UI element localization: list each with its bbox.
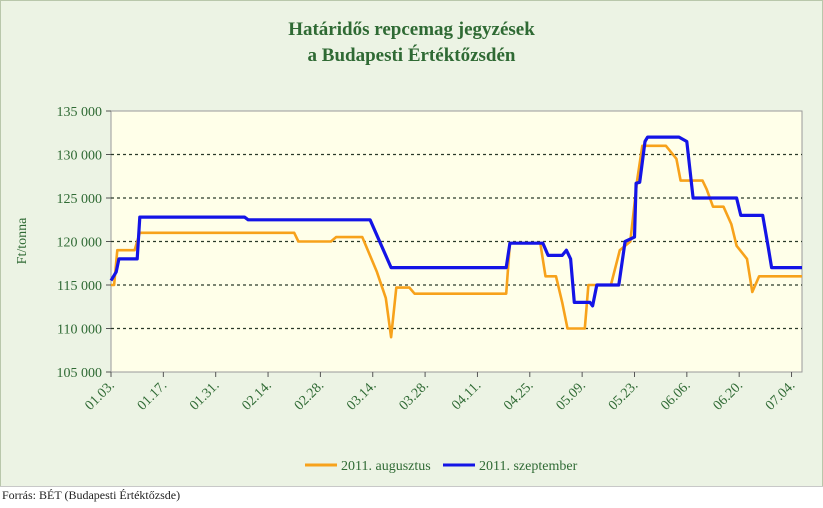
series-line-2 — [109, 135, 802, 308]
x-tick-label: 03.14. — [344, 378, 379, 413]
y-tick-label: 125 000 — [57, 192, 103, 207]
x-tick-label: 05.09. — [554, 378, 589, 413]
x-tick-label: 03.28. — [397, 378, 432, 413]
x-tick-label: 06.06. — [658, 378, 693, 413]
x-tick-label: 02.28. — [292, 378, 327, 413]
source-note: Forrás: BÉT (Budapesti Értéktőzsde) — [2, 488, 181, 502]
x-tick-label: 01.17. — [135, 378, 170, 413]
y-tick-label: 105 000 — [57, 366, 103, 381]
y-tick-label: 115 000 — [57, 279, 102, 294]
y-tick-label: 120 000 — [57, 236, 103, 251]
y-axis-label: Ft/tonna — [15, 217, 30, 264]
grid-lines — [111, 153, 802, 330]
legend-label: 2011. augusztus — [341, 459, 431, 474]
x-tick-label: 01.31. — [187, 378, 222, 413]
y-axis-ticks: 105 000 110 000 115 000 120 000 125 000 130 0… — [57, 105, 111, 381]
y-tick-label: 130 000 — [57, 149, 103, 164]
legend: 2011. augusztus 2011. szeptember — [305, 459, 578, 474]
x-tick-label: 06.20. — [711, 378, 746, 413]
x-tick-label: 04.11. — [449, 378, 484, 413]
chart-subtitle: a Budapesti Értéktőzsdén — [307, 45, 516, 66]
x-tick-label: 02.14. — [240, 378, 275, 413]
series-lines — [109, 135, 802, 339]
y-tick-label: 110 000 — [57, 323, 102, 338]
x-tick-label: 04.25. — [501, 378, 536, 413]
x-tick-label: 05.23. — [606, 378, 641, 413]
source-bar — [0, 486, 823, 508]
series-line-1 — [111, 144, 802, 339]
line-chart: 105 000 110 000 115 000 120 000 125 000 130 0… — [15, 105, 803, 474]
legend-label: 2011. szeptember — [479, 459, 578, 474]
x-tick-label: 07.04. — [763, 378, 798, 413]
x-tick-label: 01.03. — [82, 378, 117, 413]
x-axis-ticks: 01.03. 01.17. 01.31. 02.14. 02.28. 03.14. 03.2… — [82, 372, 798, 414]
chart-title: Határidős repcemag jegyzések — [288, 19, 535, 40]
y-tick-label: 135 000 — [57, 105, 103, 120]
